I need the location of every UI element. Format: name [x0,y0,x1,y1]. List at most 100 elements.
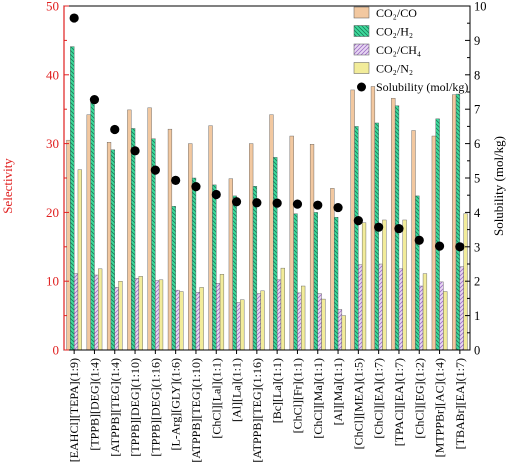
x-tick-label-9: [ATPPB][TEG](1:16) [250,358,264,463]
bar-series-2-7 [216,283,221,351]
left-tick-label-20: 20 [46,205,59,220]
legend-swatch-3 [353,62,370,74]
solubility-point-5 [171,175,181,186]
bar-series-1-12 [313,212,318,351]
x-tick-label-15: [ChCl][EA](1:7) [372,358,386,439]
bar-series-3-15 [382,219,387,351]
bar-series-1-3 [131,128,136,351]
bar-series-3-4 [158,279,164,351]
legend: CO₂/CO CO₂/H₂ CO₂/CH₄ CO₂/N₂ Solubility (mol… [353,6,468,94]
x-tick-label-1: [TPPB][DEG](1:4) [87,358,101,451]
solubility-point-7 [211,189,221,200]
legend-swatch-0 [353,6,370,19]
bar-series-3-10 [280,267,285,351]
bar-series-0-6 [188,143,193,351]
bar-series-1-6 [191,177,197,351]
bar-series-2-8 [236,302,241,351]
right-tick-label-8: 8 [474,68,480,82]
bar-series-3-2 [118,281,123,351]
left-tick-label-0: 0 [53,343,60,358]
left-tick-label-10: 10 [46,274,59,289]
bar-series-1-5 [171,206,176,351]
bar-series-1-14 [354,126,359,351]
right-tick-label-10: 10 [474,0,487,14]
x-tick-label-13: [Al][Ma](1:1) [331,358,345,425]
bar-series-0-19 [452,94,457,351]
right-tick-label-6: 6 [474,137,480,151]
solubility-point-16 [394,223,404,234]
bar-series-1-2 [110,149,115,351]
solubility-point-3 [130,146,140,156]
legend-swatch-1 [353,25,370,37]
bar-series-2-0 [73,273,79,351]
bar-series-2-6 [195,292,200,351]
bar-series-1-8 [232,195,237,351]
bar-series-1-13 [334,217,339,351]
bar-series-2-5 [175,289,180,351]
solubility-point-4 [150,165,160,175]
plot-frame [63,5,471,351]
solubility-point-14 [353,216,363,226]
bar-series-3-7 [219,274,225,351]
right-tick-label-1: 1 [474,309,480,323]
bar-series-3-17 [422,273,428,351]
x-tick-label-4: [TPPB][DEG](1:16) [148,358,162,457]
x-tick-label-5: [L-Arg][GLY](1:6) [169,358,183,451]
bar-series-1-1 [90,98,95,351]
bar-series-0-13 [330,188,335,351]
solubility-point-13 [333,202,343,213]
bar-series-2-12 [317,293,322,351]
bar-series-1-15 [374,122,379,351]
bar-series-0-0 [66,139,71,351]
y-axis-label: Selectivity [0,158,15,214]
x-tick-label-0: [EAHCl][TEPA](1:9) [67,358,81,462]
legend-label-solubility: Solubility (mol/kg) [376,80,468,94]
bar-series-2-18 [439,281,444,351]
bar-series-0-16 [391,97,396,351]
solubility-point-19 [455,242,465,252]
x-tick-label-11: [ChCl][Fr](1:1) [290,358,304,433]
x-tick-label-19: [TBABr][EA](1:7) [453,358,467,449]
x-axis: [EAHCl][TEPA](1:9) [TPPB][DEG](1:4) [ATPPB… [67,350,467,463]
bar-series-1-9 [252,186,258,351]
right-tick-label-0: 0 [474,344,480,358]
bar-series-2-17 [419,285,424,351]
right-tick-label-3: 3 [474,240,480,254]
x-tick-label-8: [Al][La](1:1) [230,358,244,422]
solubility-point-0 [69,13,79,23]
y2-axis-label: Solubility (mol/kg) [491,136,506,236]
solubility-point-11 [292,199,303,209]
bar-series-1-7 [212,184,217,351]
bar-series-3-19 [463,213,468,351]
bar-series-2-3 [134,278,140,351]
bar-series-3-18 [443,291,448,351]
bar-series-0-10 [269,114,274,351]
x-tick-label-3: [TPPB][DEG](1:10) [128,358,142,457]
solubility-point-6 [191,182,201,192]
legend-label-0: CO₂/CO [376,6,417,20]
bar-series-0-4 [147,107,152,351]
right-tick-label-7: 7 [474,103,480,117]
x-tick-label-17: [ChCl][EG](1:2) [412,358,426,439]
bar-series-0-3 [127,109,132,351]
right-tick-label-4: 4 [474,206,481,220]
bar-series-0-5 [167,128,173,351]
bar-series-2-1 [94,274,99,351]
bar-series-0-2 [106,142,112,351]
solubility-markers-layer [69,13,465,252]
bar-series-1-19 [455,93,461,351]
solubility-point-18 [434,241,445,251]
left-tick-label-50: 50 [46,0,59,14]
bar-series-3-5 [179,291,184,351]
bar-series-2-4 [155,280,160,351]
right-tick-label-2: 2 [474,275,480,289]
bar-series-0-1 [86,114,91,351]
solubility-point-1 [89,94,100,105]
bar-series-3-8 [240,299,245,351]
x-tick-label-10: [Bc][La](1:1) [270,358,284,423]
bar-series-2-15 [378,263,383,351]
x-tick-label-14: [ChCl][MEA](1:5) [351,358,365,449]
bar-series-0-8 [228,178,233,351]
